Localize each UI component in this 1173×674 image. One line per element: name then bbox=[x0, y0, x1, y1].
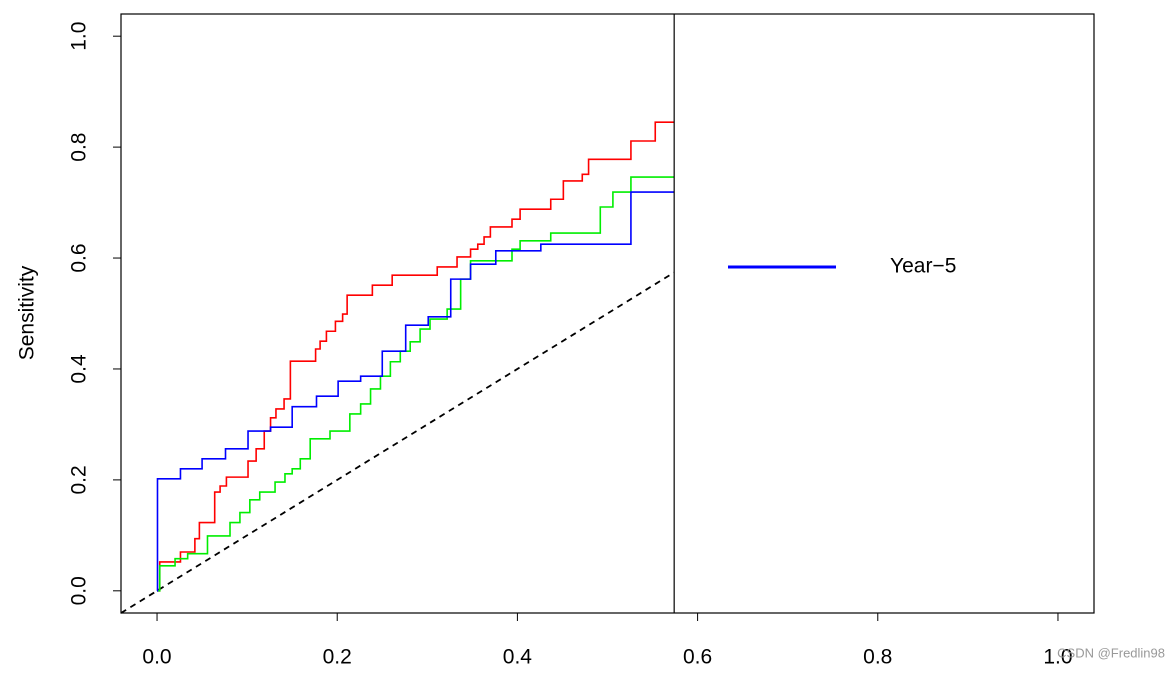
y-tick-label: 0.6 bbox=[68, 243, 91, 272]
x-tick-label: 0.8 bbox=[863, 646, 892, 669]
roc-curve bbox=[156, 191, 675, 592]
x-tick-label: 0.2 bbox=[323, 646, 352, 669]
roc-curve bbox=[157, 176, 675, 592]
y-axis-label: Sensitivity bbox=[16, 265, 39, 360]
x-tick-label: 0.0 bbox=[142, 646, 171, 669]
x-tick-label: 0.4 bbox=[503, 646, 533, 669]
legend-label: Year−5 bbox=[890, 255, 956, 278]
reference-diagonal bbox=[120, 271, 675, 614]
x-tick-label: 1.0 bbox=[1043, 646, 1072, 669]
y-tick-label: 0.8 bbox=[68, 133, 91, 162]
watermark: CSDN @Fredlin98 bbox=[1057, 645, 1165, 660]
roc-curve bbox=[157, 121, 675, 592]
y-tick-label: 0.0 bbox=[68, 576, 91, 605]
plot-frame bbox=[120, 13, 1095, 614]
y-tick-label: 1.0 bbox=[68, 22, 91, 51]
y-tick-label: 0.2 bbox=[68, 465, 91, 494]
y-tick-label: 0.4 bbox=[68, 354, 91, 384]
x-tick-label: 0.6 bbox=[683, 646, 712, 669]
